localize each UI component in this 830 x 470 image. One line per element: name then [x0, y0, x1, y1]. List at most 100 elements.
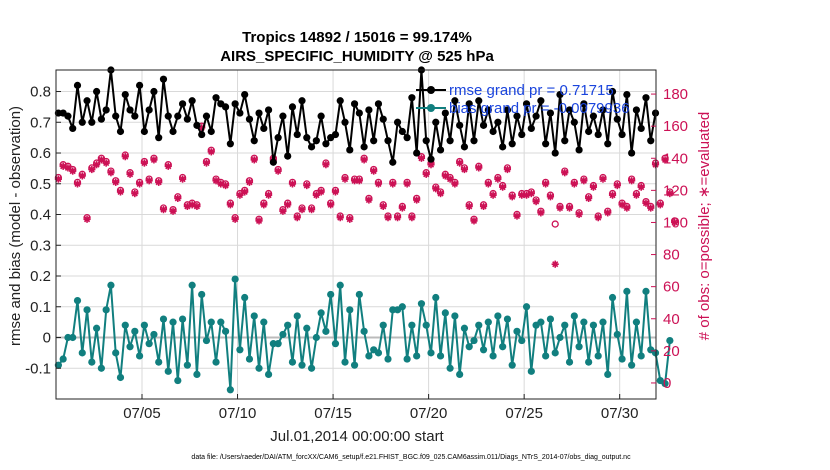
bias-point	[494, 312, 502, 320]
rmse-point	[97, 115, 105, 123]
rmse-point	[183, 115, 191, 123]
bias-point	[546, 315, 555, 323]
rmse-point	[413, 149, 421, 157]
obs-evaluated-point	[241, 188, 249, 196]
bias-point	[226, 386, 234, 394]
obs-evaluated-point	[508, 193, 516, 201]
bias-point	[460, 324, 469, 332]
rmse-point	[150, 87, 158, 96]
rmse-point	[465, 100, 473, 108]
y2-tick-label: 60	[663, 279, 680, 296]
bias-point	[384, 355, 392, 363]
bias-point	[470, 336, 478, 345]
bias-point	[413, 352, 421, 360]
obs-evaluated-point	[236, 191, 244, 199]
bias-point	[131, 327, 139, 335]
bias-point	[522, 303, 531, 311]
obs-evaluated-point	[618, 201, 626, 209]
y-axis-ticks: -0.1 0 0.1 0.2 0.3 0.4 0.5 0.6 0.7 0.8	[25, 84, 61, 377]
y2-tick-label: 160	[663, 118, 688, 135]
legend: rmse grand pr = 0.71715 bias grand pr = …	[416, 82, 630, 117]
obs-evaluated-point	[479, 202, 488, 211]
bias-point	[508, 361, 516, 369]
obs-evaluated-point	[594, 214, 602, 222]
obs-evaluated-point	[527, 189, 535, 198]
rmse-point	[317, 112, 325, 120]
obs-count-series	[54, 122, 679, 268]
bias-point	[307, 364, 316, 372]
obs-evaluated-point	[532, 198, 540, 206]
rmse-point	[279, 112, 287, 120]
bias-point	[164, 367, 172, 375]
bias-point	[59, 355, 67, 363]
obs-evaluated-point	[417, 154, 426, 162]
y-tick-label: 0.3	[30, 237, 51, 254]
obs-evaluated-point	[499, 183, 507, 191]
obs-evaluated-point	[226, 201, 234, 209]
bias-point	[479, 346, 488, 354]
obs-evaluated-point	[346, 215, 354, 223]
obs-evaluated-point	[413, 196, 421, 204]
rmse-point	[570, 118, 578, 126]
rmse-point	[293, 130, 301, 139]
rmse-point	[69, 124, 77, 133]
plot-area	[54, 66, 679, 394]
bias-point	[551, 349, 559, 357]
rmse-point	[250, 137, 258, 145]
rmse-point	[198, 130, 206, 139]
rmse-point	[451, 97, 459, 105]
bias-point	[503, 315, 512, 323]
bias-point	[642, 287, 650, 295]
x-axis-ticks: 07/05 07/10 07/15 07/20 07/25 07/30	[123, 394, 638, 422]
rmse-point	[102, 106, 110, 114]
bias-point	[78, 349, 86, 357]
bias-point	[666, 336, 674, 345]
bias-point	[88, 358, 96, 366]
obs-evaluated-point	[107, 169, 115, 177]
rmse-point	[116, 127, 125, 136]
rmse-point	[384, 137, 392, 145]
bias-point	[312, 333, 320, 342]
x-axis-label: Jul.01,2014 00:00:00 start	[270, 428, 444, 445]
rmse-point	[484, 106, 492, 114]
obs-evaluated-point	[503, 165, 512, 174]
bias-point	[594, 352, 602, 360]
obs-evaluated-point	[370, 167, 378, 175]
bias-point	[198, 290, 206, 299]
bias-point	[293, 312, 301, 320]
bias-point	[408, 321, 416, 329]
obs-evaluated-point	[613, 181, 621, 190]
obs-evaluated-point	[604, 209, 612, 217]
bias-point	[298, 361, 306, 369]
chart-title-line1: Tropics 14892 / 15016 = 99.174%	[242, 29, 472, 46]
obs-evaluated-point	[608, 191, 617, 199]
bias-point	[556, 333, 564, 342]
x-tick-label: 07/15	[314, 405, 352, 422]
rmse-point	[307, 143, 316, 151]
rmse-point	[580, 100, 588, 108]
rmse-point	[513, 112, 521, 120]
rmse-point	[73, 81, 82, 89]
rmse-point	[508, 140, 516, 148]
rmse-point	[360, 143, 368, 151]
rmse-point	[374, 100, 383, 108]
obs-evaluated-point	[642, 199, 650, 207]
bias-point	[446, 364, 454, 372]
obs-evaluated-point	[73, 180, 82, 188]
bias-point	[475, 321, 483, 329]
obs-evaluated-point	[494, 175, 502, 183]
obs-evaluated-point	[565, 204, 574, 212]
bias-point	[599, 318, 607, 326]
bias-point	[489, 352, 497, 360]
y2-axis-label: # of obs: o=possible; ∗=evaluated	[696, 112, 713, 341]
x-tick-label: 07/10	[219, 405, 257, 422]
rmse-point	[556, 90, 564, 99]
rmse-point	[159, 75, 168, 83]
bias-point	[250, 312, 258, 320]
bias-point	[264, 370, 273, 379]
obs-evaluated-point	[116, 188, 125, 196]
obs-evaluated-point	[159, 206, 168, 214]
bias-point	[284, 321, 292, 329]
obs-evaluated-point	[360, 156, 368, 164]
obs-evaluated-point	[145, 177, 153, 185]
